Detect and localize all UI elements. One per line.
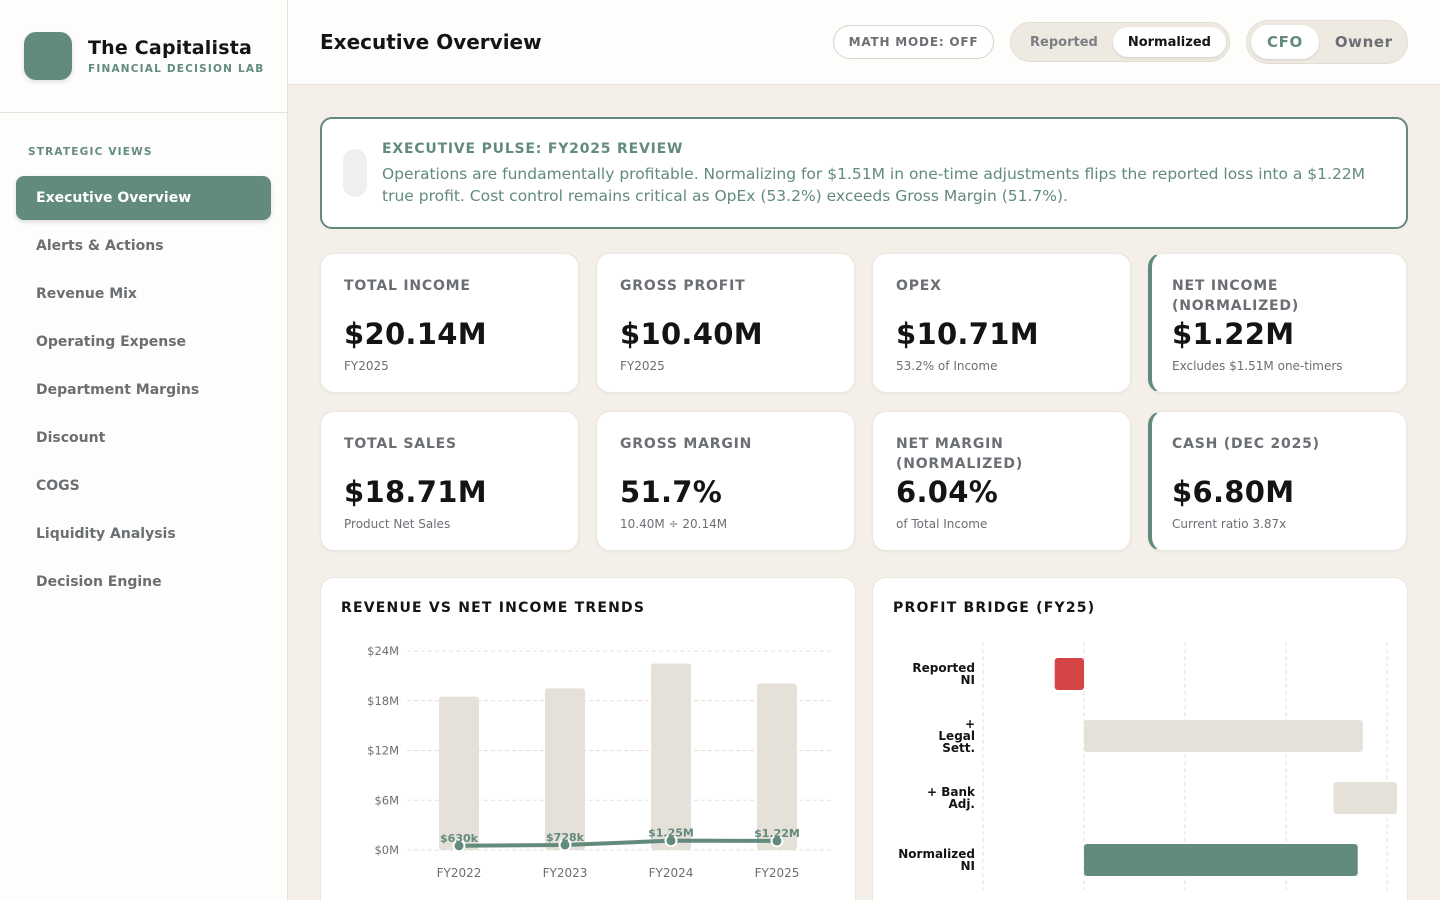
kpi-label: NET INCOME (NORMALIZED) <box>1172 278 1300 314</box>
kpi-card-gross-margin: GROSS MARGIN 51.7% 10.40M ÷ 20.14M <box>596 411 855 551</box>
kpi-label: TOTAL INCOME <box>344 278 471 294</box>
revenue-net-income-chart: $0M $6M $12M $18M $24M FY2022 FY2023 FY2024 FY20… <box>367 644 831 880</box>
kpi-card-total-income: TOTAL INCOME $20.14M FY2025 <box>320 253 579 393</box>
sidebar-item-executive-overview[interactable]: Executive Overview <box>16 176 271 220</box>
chart-title: REVENUE VS NET INCOME TRENDS <box>341 600 646 616</box>
net-income-line <box>458 838 778 848</box>
revenue-bar <box>757 683 797 850</box>
kpi-value: $10.40M <box>620 317 763 351</box>
x-tick-label: FY2022 <box>437 866 482 880</box>
brand-name: The Capitalista <box>88 37 253 59</box>
sidebar-item-cogs[interactable]: COGS <box>36 478 80 494</box>
owner-option[interactable]: Owner <box>1334 33 1393 51</box>
kpi-label: NET MARGIN (NORMALIZED) <box>896 436 1024 472</box>
sidebar-nav: Executive Overview Alerts & Actions Reve… <box>16 176 271 608</box>
pulse-text: Operations are fundamentally profitable.… <box>382 165 1366 205</box>
data-label: $1.25M <box>648 827 694 840</box>
executive-pulse-banner: EXECUTIVE PULSE: FY2025 REVIEW Operation… <box>320 117 1408 229</box>
kpi-sub: 53.2% of Income <box>896 359 998 373</box>
kpi-value: $20.14M <box>344 317 487 351</box>
kpi-label: CASH (DEC 2025) <box>1172 436 1320 452</box>
revenue-bar <box>545 688 585 850</box>
y-tick-label: $12M <box>367 744 399 758</box>
kpi-label: GROSS MARGIN <box>620 436 753 452</box>
reported-option[interactable]: Reported <box>1030 34 1098 50</box>
category-label: + Bank Adj. <box>927 785 976 811</box>
kpi-label: GROSS PROFIT <box>620 278 746 294</box>
net-income-point <box>558 838 572 852</box>
math-mode-button[interactable]: MATH MODE: OFF <box>833 25 994 59</box>
y-tick-label: $6M <box>374 793 399 807</box>
kpi-card-cash: CASH (DEC 2025) $6.80M Current ratio 3.8… <box>1148 411 1407 551</box>
category-label: Normalized NI <box>898 847 975 873</box>
sidebar-item-department-margins[interactable]: Department Margins <box>36 382 200 398</box>
brand: The Capitalista FINANCIAL DECISION LAB <box>0 0 287 113</box>
y-tick-label: $0M <box>374 843 399 857</box>
kpi-sub: FY2025 <box>620 359 665 373</box>
bridge-bar <box>1084 844 1358 876</box>
data-label: $1.22M <box>754 827 800 840</box>
kpi-value: $6.80M <box>1172 475 1295 509</box>
bridge-bar <box>1084 720 1363 752</box>
sidebar-item-alerts-actions[interactable]: Alerts & Actions <box>36 238 164 254</box>
x-tick-label: FY2024 <box>649 866 694 880</box>
data-label: $728k <box>546 831 585 844</box>
top-header: Executive Overview MATH MODE: OFF Report… <box>288 0 1440 85</box>
sidebar-item-discount[interactable]: Discount <box>36 430 106 446</box>
net-income-point <box>664 834 678 848</box>
kpi-sub: 10.40M ÷ 20.14M <box>620 517 728 531</box>
profit-bridge-chart: Reported NI + Legal Sett. + Bank Adj. Normalize… <box>898 642 1398 890</box>
kpi-value: $10.71M <box>896 317 1039 351</box>
kpi-value: 6.04% <box>896 475 999 509</box>
sidebar-item-decision-engine[interactable]: Decision Engine <box>36 574 162 590</box>
kpi-value: $1.22M <box>1172 317 1295 351</box>
sidebar: The Capitalista FINANCIAL DECISION LAB S… <box>0 0 288 900</box>
cfo-option[interactable]: CFO <box>1251 25 1319 59</box>
bridge-bar <box>1054 658 1084 690</box>
category-label: Reported NI <box>912 661 975 687</box>
revenue-bar <box>651 663 691 850</box>
y-tick-label: $24M <box>367 644 399 658</box>
net-income-point <box>770 834 784 848</box>
kpi-card-net-income-normalized: NET INCOME (NORMALIZED) $1.22M Excludes … <box>1148 253 1407 393</box>
kpi-card-total-sales: TOTAL SALES $18.71M Product Net Sales <box>320 411 579 551</box>
bridge-bar <box>1333 782 1398 814</box>
net-income-point <box>452 839 466 853</box>
kpi-sub: of Total Income <box>896 517 988 531</box>
y-tick-label: $18M <box>367 694 399 708</box>
kpi-sub: Product Net Sales <box>344 517 451 531</box>
revenue-net-income-chart-card: REVENUE VS NET INCOME TRENDS $0M $6M $12M $… <box>320 577 856 900</box>
sidebar-item-revenue-mix[interactable]: Revenue Mix <box>36 286 137 302</box>
kpi-card-gross-profit: GROSS PROFIT $10.40M FY2025 <box>596 253 855 393</box>
pulse-title: EXECUTIVE PULSE: FY2025 REVIEW <box>382 141 684 157</box>
kpi-label: OPEX <box>896 278 942 294</box>
view-mode-toggle: Reported Normalized <box>1010 22 1230 62</box>
normalized-option[interactable]: Normalized <box>1112 27 1226 57</box>
chart-title: PROFIT BRIDGE (FY25) <box>893 600 1096 616</box>
kpi-card-opex: OPEX $10.71M 53.2% of Income <box>872 253 1131 393</box>
brand-subtitle: FINANCIAL DECISION LAB <box>88 63 265 75</box>
kpi-sub: FY2025 <box>344 359 389 373</box>
kpi-value: 51.7% <box>620 475 723 509</box>
kpi-sub: Current ratio 3.87x <box>1172 517 1287 531</box>
kpi-card-net-margin-normalized: NET MARGIN (NORMALIZED) 6.04% of Total I… <box>872 411 1131 551</box>
nav-heading: STRATEGIC VIEWS <box>28 146 153 158</box>
kpi-sub: Excludes $1.51M one-timers <box>1172 359 1343 373</box>
logo-icon <box>24 32 72 80</box>
kpi-value: $18.71M <box>344 475 487 509</box>
page-title: Executive Overview <box>320 30 542 54</box>
x-tick-label: FY2025 <box>755 866 800 880</box>
profit-bridge-chart-card: PROFIT BRIDGE (FY25) Reported NI + Legal Set… <box>872 577 1408 900</box>
data-label: $630k <box>440 832 479 845</box>
category-label: + Legal Sett. <box>938 717 975 755</box>
role-toggle: CFO Owner <box>1246 20 1408 64</box>
sidebar-item-operating-expense[interactable]: Operating Expense <box>36 334 187 350</box>
kpi-label: TOTAL SALES <box>344 436 457 452</box>
revenue-bar <box>439 696 479 850</box>
x-tick-label: FY2023 <box>543 866 588 880</box>
sidebar-item-liquidity-analysis[interactable]: Liquidity Analysis <box>36 526 176 542</box>
pulse-icon <box>343 149 367 197</box>
